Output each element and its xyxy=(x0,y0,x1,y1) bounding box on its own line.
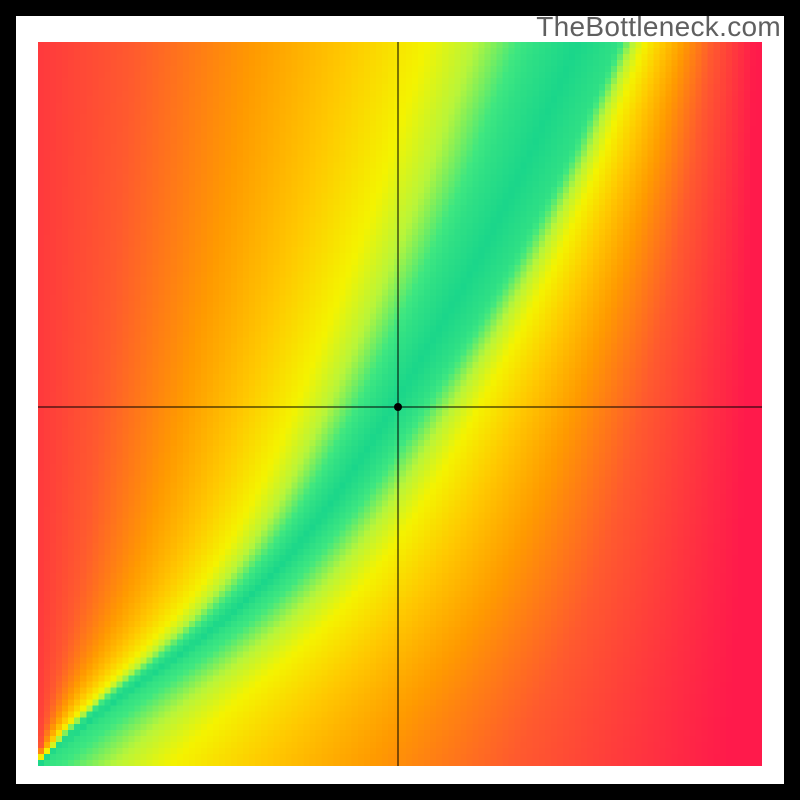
watermark-text: TheBottleneck.com xyxy=(536,11,781,43)
bottleneck-heatmap xyxy=(38,42,762,766)
